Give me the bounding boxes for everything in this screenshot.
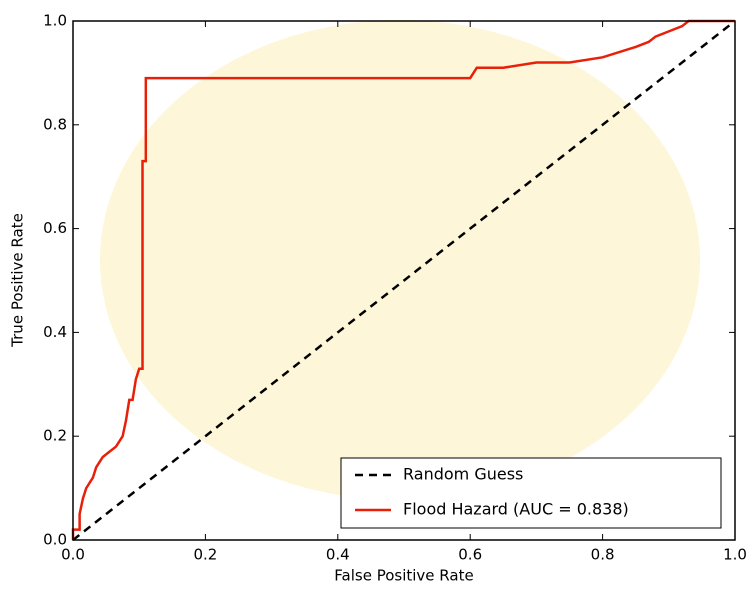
y-tick-label: 1.0 [43, 12, 67, 30]
x-tick-label: 0.4 [326, 546, 350, 564]
y-axis-label: True Positive Rate [9, 213, 27, 348]
series-line [72, 20, 736, 541]
plot-frame [72, 20, 736, 541]
watermark [100, 20, 700, 500]
y-tick-label: 0.6 [43, 219, 67, 237]
x-tick-label: 0.2 [193, 546, 217, 564]
x-tick-label: 0.8 [591, 546, 615, 564]
legend-label: Flood Hazard (AUC = 0.838) [403, 500, 629, 519]
y-tick-label: 0.0 [43, 531, 67, 549]
x-tick-label: 1.0 [723, 546, 747, 564]
series-line [71, 19, 735, 540]
x-tick-label: 0.0 [61, 546, 85, 564]
y-tick-label: 0.8 [43, 115, 67, 133]
y-tick-label: 0.2 [43, 427, 67, 445]
legend-label: Random Guess [403, 465, 523, 484]
x-axis-label: False Positive Rate [334, 567, 473, 585]
legend-box [340, 457, 722, 529]
y-tick-label: 0.4 [43, 323, 67, 341]
x-tick-label: 0.6 [458, 546, 482, 564]
